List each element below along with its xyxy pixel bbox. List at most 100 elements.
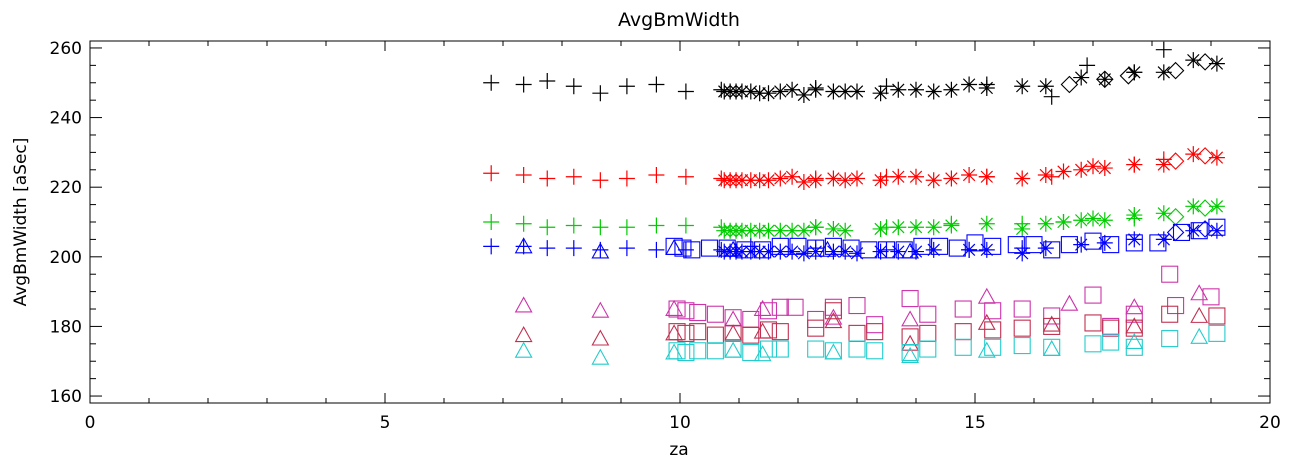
data-point-square	[1014, 320, 1030, 336]
data-point-star	[1014, 221, 1030, 237]
data-point-square	[1014, 301, 1030, 317]
data-point-square	[808, 320, 824, 336]
data-point-square	[920, 306, 936, 322]
data-point-star	[1126, 231, 1142, 247]
data-point-star	[890, 82, 906, 98]
data-point-diamond	[1197, 200, 1213, 216]
data-point-plus	[566, 217, 582, 233]
data-point-star	[1209, 198, 1225, 214]
ticks: 0 5 10 15 20 160 180 200 220 240 260	[50, 39, 1281, 433]
data-point-square	[867, 317, 883, 333]
data-point-square	[849, 325, 865, 341]
data-point-star	[1038, 167, 1054, 183]
data-point-star	[873, 85, 889, 101]
data-point-square	[867, 324, 883, 340]
data-point-star	[1185, 146, 1201, 162]
data-point-triangle	[516, 343, 532, 357]
data-point-triangle	[1061, 296, 1077, 310]
data-point-plus	[516, 238, 532, 254]
data-point-plus	[566, 240, 582, 256]
data-point-plus	[619, 219, 635, 235]
y-tick-label: 260	[50, 39, 82, 59]
data-point-star	[1085, 158, 1101, 174]
data-point-plus	[648, 167, 664, 183]
data-point-square	[1209, 325, 1225, 341]
data-point-plus	[539, 170, 555, 186]
data-point-plus	[516, 216, 532, 232]
data-point-plus	[592, 172, 608, 188]
x-tick-label: 5	[380, 413, 391, 433]
data-point-star	[1156, 64, 1172, 80]
data-point-plus	[483, 75, 499, 91]
data-point-plus	[539, 219, 555, 235]
data-point-star	[1014, 245, 1030, 261]
x-tick-label: 10	[669, 413, 691, 433]
data-point-star	[1085, 211, 1101, 227]
data-point-square	[702, 240, 718, 256]
data-point-square	[861, 242, 877, 258]
data-point-star	[979, 216, 995, 232]
data-point-plus	[678, 83, 694, 99]
data-point-star	[1185, 223, 1201, 239]
data-point-square	[1085, 287, 1101, 303]
data-point-star	[1097, 212, 1113, 228]
data-point-triangle	[592, 303, 608, 317]
y-tick-label: 160	[50, 387, 82, 407]
data-point-star	[837, 172, 853, 188]
data-point-star	[890, 244, 906, 260]
data-point-square	[707, 306, 723, 322]
data-point-star	[837, 244, 853, 260]
data-point-triangle	[516, 298, 532, 312]
data-point-star	[808, 172, 824, 188]
data-point-plus	[566, 169, 582, 185]
data-point-triangle	[725, 343, 741, 357]
data-point-star	[825, 221, 841, 237]
data-point-star	[979, 242, 995, 258]
data-point-star	[796, 245, 812, 261]
data-point-plus	[678, 217, 694, 233]
data-point-square	[920, 325, 936, 341]
data-point-square	[678, 303, 694, 319]
data-point-square	[1174, 224, 1190, 240]
data-point-triangle	[1044, 341, 1060, 355]
data-point-star	[849, 83, 865, 99]
data-point-star	[1038, 216, 1054, 232]
data-point-square	[743, 311, 759, 327]
data-point-square	[1085, 233, 1101, 249]
data-point-star	[890, 219, 906, 235]
data-point-star	[1156, 231, 1172, 247]
data-point-star	[1185, 52, 1201, 68]
data-point-square	[1162, 306, 1178, 322]
data-point-triangle	[755, 346, 771, 360]
data-point-triangle	[902, 311, 918, 325]
data-point-square	[1126, 339, 1142, 355]
data-point-plus	[619, 170, 635, 186]
data-point-star	[1185, 198, 1201, 214]
data-point-star	[961, 167, 977, 183]
data-point-square	[1085, 315, 1101, 331]
data-point-star	[979, 169, 995, 185]
data-point-star	[908, 169, 924, 185]
data-point-star	[873, 244, 889, 260]
data-point-star	[1056, 214, 1072, 230]
data-point-square	[849, 341, 865, 357]
data-point-square	[772, 341, 788, 357]
data-point-star	[1014, 170, 1030, 186]
data-point-star	[808, 219, 824, 235]
data-point-star	[961, 242, 977, 258]
data-point-square	[707, 327, 723, 343]
data-point-square	[949, 240, 965, 256]
data-point-star	[772, 170, 788, 186]
data-point-triangle	[825, 345, 841, 359]
data-point-star	[761, 172, 777, 188]
data-point-star	[1073, 212, 1089, 228]
data-point-square	[787, 299, 803, 315]
data-point-square	[690, 324, 706, 340]
data-point-square	[1014, 338, 1030, 354]
data-point-square	[678, 345, 694, 361]
data-point-star	[943, 82, 959, 98]
data-point-triangle	[755, 324, 771, 338]
data-point-star	[1209, 56, 1225, 72]
data-point-diamond	[1168, 224, 1184, 240]
data-point-diamond	[1168, 153, 1184, 169]
